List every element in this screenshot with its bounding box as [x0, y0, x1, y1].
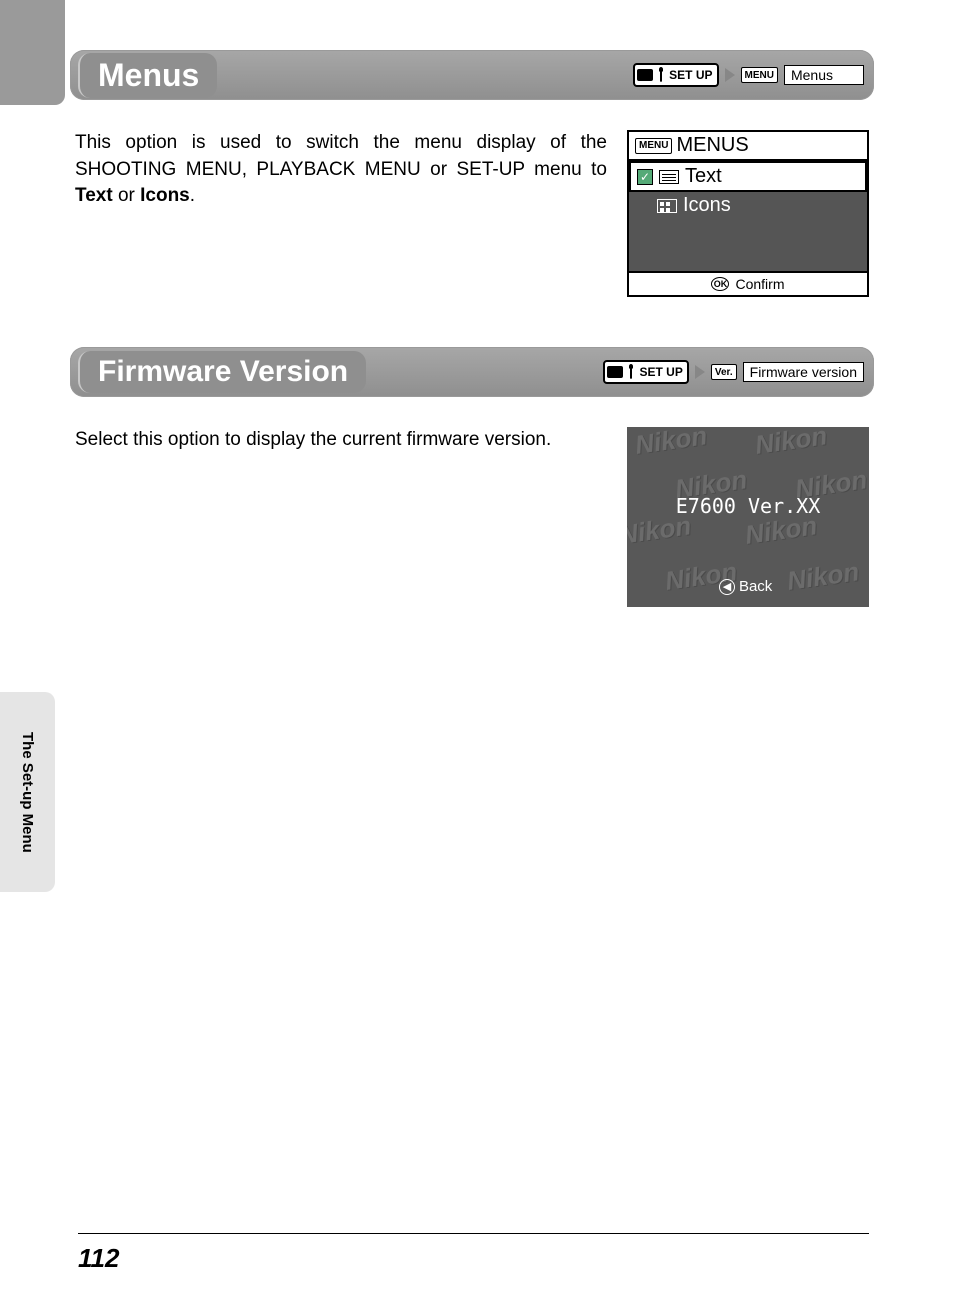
check-icon: ✓: [637, 169, 653, 185]
section-header-menus: Menus SET UP MENU Menus: [70, 50, 874, 100]
lcd-firmware-screenshot: Nikon Nikon Nikon Nikon Nikon Nikon Niko…: [627, 427, 869, 607]
text-list-icon: [659, 170, 679, 184]
text-pre: This option is used to switch the menu d…: [75, 132, 607, 180]
firmware-version-text: E7600 Ver.XX: [676, 494, 821, 518]
setup-label: SET UP: [669, 68, 712, 82]
crumb-label: Firmware version: [743, 362, 864, 382]
setup-badge: SET UP: [633, 63, 718, 87]
text-bold1: Text: [75, 185, 113, 206]
breadcrumb: SET UP MENU Menus: [633, 63, 864, 87]
side-tab-label: The Set-up Menu: [19, 732, 36, 853]
nikon-watermark: Nikon: [633, 427, 709, 461]
section-header-firmware: Firmware Version SET UP Ver. Firmware ve…: [70, 347, 874, 397]
chevron-right-icon: [725, 68, 735, 82]
lcd-menus-screenshot: MENU MENUS ✓ Text Icons OK Confirm: [627, 130, 869, 297]
grid-icon: [657, 199, 677, 213]
text-mid: or: [113, 185, 140, 206]
nikon-watermark: Nikon: [753, 427, 829, 461]
crumb-label: Menus: [784, 65, 864, 85]
section-title: Firmware Version: [78, 351, 366, 393]
back-label: Back: [739, 578, 772, 595]
lcd-rows: ✓ Text Icons: [629, 161, 867, 271]
text-post: .: [190, 185, 195, 206]
thumb-tab-section: The Set-up Menu: [0, 692, 55, 892]
confirm-label: Confirm: [735, 276, 784, 292]
row-icons-label: Icons: [683, 194, 731, 217]
ver-badge: Ver.: [711, 364, 737, 380]
row-text-label: Text: [685, 165, 722, 188]
section2-text: Select this option to display the curren…: [75, 427, 607, 454]
ok-icon: OK: [711, 277, 729, 291]
camera-icon: [637, 69, 653, 81]
setup-label: SET UP: [639, 365, 682, 379]
setup-badge: SET UP: [603, 360, 688, 384]
menu-row-icons: Icons: [629, 192, 867, 219]
back-indicator: ◀ Back: [719, 578, 772, 595]
chevron-right-icon: [695, 365, 705, 379]
page-number: 112: [78, 1243, 119, 1274]
thumb-tab-top: [0, 0, 65, 105]
wrench-icon: [656, 67, 666, 83]
section1-body: This option is used to switch the menu d…: [75, 130, 869, 297]
nikon-watermark: Nikon: [785, 556, 861, 597]
lcd-title: MENUS: [676, 134, 748, 157]
section1-text: This option is used to switch the menu d…: [75, 130, 607, 210]
footer-rule: [78, 1233, 869, 1234]
lcd-footer: OK Confirm: [629, 271, 867, 295]
menu-badge: MENU: [741, 67, 778, 83]
wrench-icon: [626, 364, 636, 380]
menu-row-text: ✓ Text: [629, 161, 867, 192]
lcd-header: MENU MENUS: [629, 132, 867, 161]
manual-page: Menus SET UP MENU Menus This option is u…: [0, 0, 954, 1314]
back-arrow-icon: ◀: [719, 579, 735, 595]
section2-body: Select this option to display the curren…: [75, 427, 869, 607]
breadcrumb: SET UP Ver. Firmware version: [603, 360, 864, 384]
menu-badge-icon: MENU: [635, 138, 672, 154]
camera-icon: [607, 366, 623, 378]
section-title: Menus: [78, 53, 217, 98]
text-bold2: Icons: [140, 185, 190, 206]
